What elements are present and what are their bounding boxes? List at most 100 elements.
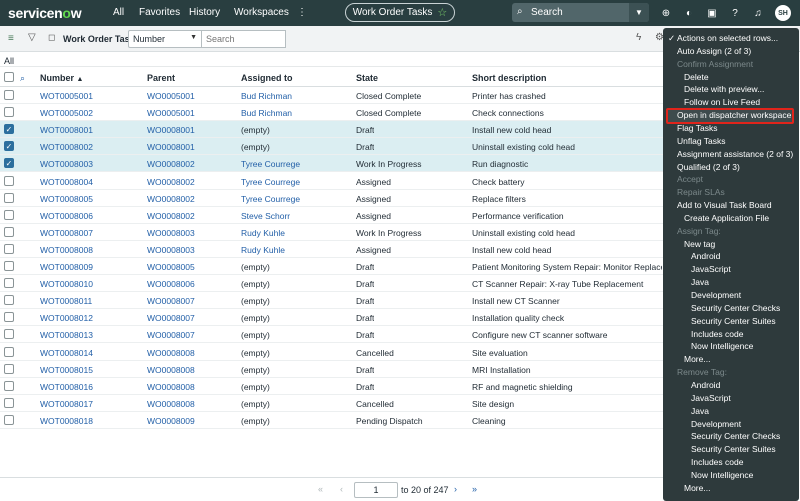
cell-assigned-to[interactable]: Bud Richman <box>241 108 293 119</box>
cell-parent[interactable]: WO0008002 <box>147 176 195 187</box>
breadcrumb[interactable]: All <box>4 56 15 66</box>
table-row[interactable]: WOT0008005 WO0008002 Tyree Courrege Assigne… <box>0 190 665 207</box>
row-checkbox[interactable]: ✓ <box>4 124 14 135</box>
cell-parent[interactable]: WO0008008 <box>147 381 195 392</box>
row-checkbox[interactable] <box>4 209 14 220</box>
cell-number[interactable]: WOT0008004 <box>40 176 93 187</box>
context-menu-item[interactable]: Delete with preview... <box>684 84 765 95</box>
cell-number[interactable]: WOT0008016 <box>40 381 93 392</box>
context-menu-item[interactable]: JavaScript <box>691 264 731 275</box>
cell-parent[interactable]: WO0008007 <box>147 313 195 324</box>
context-menu-item[interactable]: Java <box>691 405 709 416</box>
cell-parent[interactable]: WO0008001 <box>147 142 195 153</box>
row-checkbox[interactable] <box>4 226 14 237</box>
cell-assigned-to[interactable]: Bud Richman <box>241 91 293 101</box>
cell-assigned-to[interactable]: Tyree Courrege <box>241 193 301 204</box>
cell-parent[interactable]: WO0008008 <box>147 398 195 409</box>
cell-parent[interactable]: WO0008008 <box>147 364 195 375</box>
header-assigned-to[interactable]: Assigned to <box>241 73 293 83</box>
context-menu-item[interactable]: Delete <box>684 71 709 82</box>
context-menu-item[interactable]: More... <box>684 354 711 365</box>
cell-number[interactable]: WOT0008015 <box>40 364 93 375</box>
nav-favorites[interactable]: Favorites <box>139 7 181 18</box>
context-menu-item[interactable]: Security Center Suites <box>691 315 776 326</box>
context-title-pill[interactable]: Work Order Tasks ☆ <box>345 3 455 22</box>
cell-parent[interactable]: WO0005001 <box>147 91 195 101</box>
row-checkbox[interactable]: ✓ <box>4 158 14 169</box>
table-row[interactable]: WOT0008014 WO0008008 (empty) Cancelled Site … <box>0 344 665 361</box>
header-number[interactable]: Number ▲ <box>40 73 84 83</box>
context-menu-item[interactable]: Add to Visual Task Board <box>677 200 772 211</box>
last-page-icon[interactable]: » <box>472 484 478 494</box>
row-checkbox[interactable] <box>4 278 14 289</box>
cell-parent[interactable]: WO0008002 <box>147 159 195 170</box>
table-row[interactable]: WOT0008007 WO0008003 Rudy Kuhle Work In Pro… <box>0 224 665 241</box>
more-menu-icon[interactable]: ⋮ <box>297 7 307 18</box>
cell-number[interactable]: WOT0008005 <box>40 193 93 204</box>
cell-number[interactable]: WOT0008007 <box>40 227 93 238</box>
bolt-icon[interactable]: ϟ <box>636 32 642 43</box>
next-page-icon[interactable]: › <box>454 484 457 494</box>
help-icon[interactable]: ? <box>732 7 738 19</box>
cell-number[interactable]: WOT0008006 <box>40 210 93 221</box>
context-menu-item[interactable]: Follow on Live Feed <box>684 97 761 108</box>
table-row[interactable]: WOT0008017 WO0008008 (empty) Cancelled Site … <box>0 395 665 412</box>
cell-number[interactable]: WOT0008013 <box>40 330 93 341</box>
cell-number[interactable]: WOT0008017 <box>40 398 93 409</box>
cell-number[interactable]: WOT0008018 <box>40 415 93 426</box>
row-checkbox[interactable] <box>4 175 14 186</box>
table-row[interactable]: WOT0008006 WO0008002 Steve Schorr Assigned P… <box>0 207 665 224</box>
cell-parent[interactable]: WO0008002 <box>147 210 195 221</box>
prev-page-icon[interactable]: ‹ <box>340 484 343 494</box>
cell-number[interactable]: WOT0008008 <box>40 244 93 255</box>
table-row[interactable]: WOT0008009 WO0008005 (empty) Draft Patient M… <box>0 258 665 275</box>
cell-parent[interactable]: WO0008007 <box>147 296 195 307</box>
table-row[interactable]: ✓ WOT0008003 WO0008002 Tyree Courrege Work I… <box>0 155 665 173</box>
nav-workspaces[interactable]: Workspaces <box>234 7 289 18</box>
context-menu-item[interactable]: Open in dispatcher workspace <box>677 110 792 121</box>
table-row[interactable]: ✓ WOT0008002 WO0008001 (empty) Draft Uninstal… <box>0 138 665 156</box>
table-row[interactable]: WOT0008013 WO0008007 (empty) Draft Configure… <box>0 326 665 344</box>
cell-parent[interactable]: WO0005001 <box>147 108 195 119</box>
nav-all[interactable]: All <box>113 7 125 18</box>
settings-gear-icon[interactable]: ⚙ <box>655 32 664 43</box>
cell-number[interactable]: WOT0008002 <box>40 142 93 153</box>
table-row[interactable]: WOT0008015 WO0008008 (empty) Draft MRI Insta… <box>0 361 665 378</box>
cell-number[interactable]: WOT0008010 <box>40 279 93 290</box>
row-checkbox[interactable] <box>4 192 14 203</box>
context-menu-item[interactable]: Security Center Checks <box>691 302 781 313</box>
row-checkbox[interactable] <box>4 243 14 254</box>
context-menu-item[interactable]: Unflag Tasks <box>677 135 726 146</box>
context-menu-item[interactable]: Android <box>691 251 721 262</box>
table-row[interactable]: ✓ WOT0008001 WO0008001 (empty) Draft Install … <box>0 121 665 139</box>
context-menu-item[interactable]: Security Center Checks <box>691 431 781 442</box>
table-row[interactable]: WOT0008016 WO0008008 (empty) Draft RF and ma… <box>0 378 665 395</box>
cell-parent[interactable]: WO0008003 <box>147 244 195 255</box>
table-row[interactable]: WOT0005001 WO0005001 Bud Richman Closed Com… <box>0 87 665 104</box>
cell-number[interactable]: WOT0008014 <box>40 347 93 358</box>
cell-number[interactable]: WOT0008012 <box>40 313 93 324</box>
context-menu-item[interactable]: New tag <box>684 238 716 249</box>
row-checkbox[interactable] <box>4 346 14 357</box>
cell-parent[interactable]: WO0008005 <box>147 262 195 272</box>
cell-assigned-to[interactable]: Rudy Kuhle <box>241 244 285 255</box>
cell-number[interactable]: WOT0008009 <box>40 262 93 272</box>
filter-icon[interactable]: ▽ <box>28 32 36 43</box>
column-search-icon[interactable]: ⌕ <box>20 73 26 83</box>
table-row[interactable]: WOT0005002 WO0005001 Bud Richman Closed Com… <box>0 104 665 122</box>
row-checkbox[interactable] <box>4 107 14 118</box>
list-title[interactable]: Work Order Tasks <box>63 34 140 44</box>
table-row[interactable]: WOT0008008 WO0008003 Rudy Kuhle Assigned Ins… <box>0 241 665 258</box>
context-menu-item[interactable]: Includes code <box>691 457 744 468</box>
global-search[interactable]: ⌕ Search ▼ <box>512 3 649 22</box>
cell-number[interactable]: WOT0005001 <box>40 91 93 101</box>
cell-assigned-to[interactable]: Tyree Courrege <box>241 159 301 170</box>
context-menu-item[interactable]: More... <box>684 482 711 493</box>
user-avatar[interactable]: SH <box>775 5 791 21</box>
cell-parent[interactable]: WO0008009 <box>147 415 195 426</box>
row-checkbox[interactable] <box>4 261 14 271</box>
context-menu-item[interactable]: JavaScript <box>691 392 731 403</box>
favorite-star-icon[interactable]: ☆ <box>437 7 448 19</box>
context-menu-item[interactable]: Qualified (2 of 3) <box>677 161 740 172</box>
cell-parent[interactable]: WO0008002 <box>147 193 195 204</box>
